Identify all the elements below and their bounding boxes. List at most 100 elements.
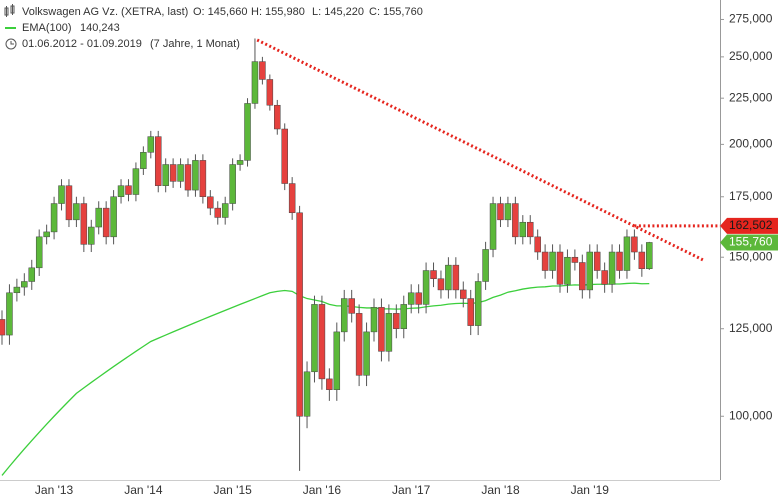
candle-body: [363, 331, 370, 376]
candle-body: [102, 207, 110, 238]
candle-body: [586, 251, 594, 291]
candle-body: [192, 160, 199, 191]
candle-body: [303, 371, 311, 417]
candle-body: [601, 270, 608, 285]
candle-body: [564, 256, 571, 285]
candle-body: [296, 212, 303, 417]
candle-body: [43, 231, 50, 238]
candle-body: [489, 203, 497, 250]
candle-body: [35, 236, 43, 269]
date-range: 01.06.2012 - 01.09.2019: [22, 38, 142, 50]
candle-body: [400, 304, 408, 329]
candle-body: [474, 281, 482, 326]
candle-body: [355, 313, 363, 376]
candle-body: [244, 103, 251, 161]
x-tick-label: Jan '14: [124, 483, 163, 497]
candle-body: [73, 203, 80, 221]
candle-body: [58, 185, 65, 204]
ema-value: 140,243: [80, 22, 120, 34]
candle-body: [281, 128, 288, 184]
period: (7 Jahre, 1 Monat): [150, 38, 240, 50]
x-tick-label: Jan '17: [392, 483, 431, 497]
ohlc-label: L: 145,220: [312, 6, 364, 18]
candle-body: [497, 203, 504, 221]
candle-body: [147, 136, 155, 153]
candle-body: [162, 164, 169, 186]
candle-body: [125, 185, 132, 195]
candle-body: [482, 249, 489, 282]
candle-body: [430, 270, 437, 279]
candle-body: [526, 221, 534, 238]
ohlc-label: C: 155,760: [369, 6, 423, 18]
candle-body: [437, 278, 445, 291]
candle-body: [422, 270, 430, 305]
candle-body: [0, 319, 6, 336]
candle-body: [95, 207, 102, 228]
candle-body: [326, 378, 333, 390]
candle-body: [445, 264, 452, 291]
candle-body: [534, 236, 541, 253]
candle-body: [467, 298, 474, 326]
candle-body: [117, 185, 125, 198]
ohlc-label: H: 155,980: [251, 6, 305, 18]
legend-entry: EMA(100): [22, 22, 72, 34]
candle-body: [266, 79, 274, 106]
ema-line: [1, 282, 650, 476]
price-tag: [720, 217, 778, 234]
candle-body: [311, 304, 318, 373]
y-tick-label: 125,000: [729, 321, 773, 335]
price-tag-label: 155,760: [729, 235, 773, 249]
candle-body: [177, 164, 184, 182]
price-tag: [720, 234, 778, 251]
candle-body: [88, 226, 95, 245]
clock-icon: [5, 38, 17, 50]
trendline: [256, 38, 704, 262]
candle-body: [221, 203, 229, 218]
candle-body: [519, 221, 527, 238]
candle-body: [579, 262, 586, 291]
candle-body: [154, 136, 162, 186]
candle-body: [236, 160, 244, 165]
candle-body: [288, 183, 296, 214]
candle-body: [207, 196, 214, 209]
candle-body: [407, 292, 415, 305]
candle-body: [274, 104, 281, 130]
candle-body: [140, 152, 147, 169]
candle-body: [504, 203, 512, 221]
candle-body: [638, 251, 646, 269]
candle-body: [80, 203, 88, 245]
ohlc-label: O: 145,660: [193, 6, 247, 18]
candle-body: [623, 236, 631, 271]
candle-body: [512, 203, 519, 238]
candle-body: [385, 313, 393, 352]
candle-body: [110, 196, 117, 238]
x-tick-label: Jan '19: [571, 483, 610, 497]
x-tick-label: Jan '16: [303, 483, 342, 497]
price-tag-label: 162,502: [729, 218, 773, 232]
y-tick-label: 175,000: [729, 189, 773, 203]
candle-body: [132, 168, 140, 195]
candle-body: [631, 236, 638, 253]
y-tick-label: 225,000: [729, 90, 773, 104]
candle-body: [199, 160, 207, 198]
candle-body: [571, 256, 579, 263]
y-tick-label: 275,000: [729, 12, 773, 26]
candle-body: [184, 164, 192, 191]
candle-body: [452, 264, 460, 291]
candle-body: [259, 61, 266, 80]
y-tick-label: 250,000: [729, 49, 773, 63]
candle-body: [251, 61, 259, 104]
candle-body: [6, 292, 13, 336]
candle-body: [333, 331, 341, 390]
candle-body: [65, 185, 73, 221]
candle-body: [593, 251, 601, 271]
candle-body: [556, 251, 564, 285]
candle-body: [549, 251, 556, 271]
candle-body: [214, 207, 222, 218]
candle-icon: [4, 4, 15, 17]
x-tick-label: Jan '15: [213, 483, 252, 497]
x-tick-label: Jan '18: [481, 483, 520, 497]
candle-body: [21, 281, 28, 288]
y-tick-label: 100,000: [729, 408, 773, 422]
